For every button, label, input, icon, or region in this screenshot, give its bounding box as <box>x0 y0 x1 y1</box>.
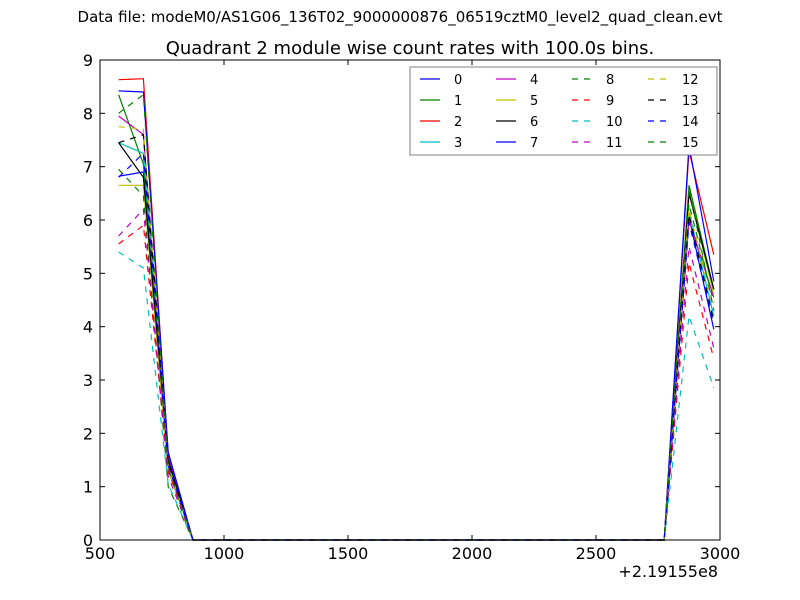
series-line-3 <box>118 142 715 541</box>
legend-label-5: 5 <box>530 94 538 109</box>
series-line-14 <box>118 151 715 541</box>
y-tick-label: 2 <box>83 424 93 443</box>
legend-label-9: 9 <box>606 94 614 109</box>
legend-label-2: 2 <box>454 115 462 130</box>
legend-label-4: 4 <box>530 73 538 88</box>
plot-frame <box>99 59 721 541</box>
series-line-6 <box>118 142 715 541</box>
series-line-7 <box>118 90 715 541</box>
legend-label-15: 15 <box>682 136 699 151</box>
data-file-header: Data file: modeM0/AS1G06_136T02_90000008… <box>77 8 723 26</box>
series-line-4 <box>118 115 715 541</box>
series-line-1 <box>118 94 715 541</box>
series-line-15 <box>118 93 715 541</box>
legend-label-13: 13 <box>682 94 699 109</box>
x-tick-label: 1500 <box>328 544 369 563</box>
series-line-12 <box>118 126 715 541</box>
legend-label-7: 7 <box>530 136 538 151</box>
x-tick-label: 500 <box>85 544 116 563</box>
x-tick-label: 2000 <box>452 544 493 563</box>
y-tick-label: 4 <box>83 318 93 337</box>
legend-box <box>409 66 718 156</box>
legend-label-11: 11 <box>606 136 623 151</box>
x-offset-label: +2.19155e8 <box>618 562 718 581</box>
x-tick-label: 3000 <box>700 544 741 563</box>
series-line-0 <box>118 171 715 541</box>
legend-label-3: 3 <box>454 136 462 151</box>
y-tick-label: 7 <box>83 158 93 177</box>
legend-label-8: 8 <box>606 73 614 88</box>
legend-label-0: 0 <box>454 73 462 88</box>
legend-label-12: 12 <box>682 73 699 88</box>
series-line-5 <box>118 184 715 541</box>
series-line-9 <box>118 224 715 541</box>
x-tick-label: 2500 <box>576 544 617 563</box>
y-tick-label: 1 <box>83 478 93 497</box>
series-line-13 <box>118 133 715 541</box>
legend-label-6: 6 <box>530 115 538 130</box>
legend-label-14: 14 <box>682 115 699 130</box>
legend-label-10: 10 <box>606 115 623 130</box>
y-tick-label: 0 <box>83 531 93 550</box>
chart-title: Quadrant 2 module wise count rates with … <box>166 38 655 59</box>
series-line-11 <box>118 207 715 541</box>
legend-label-1: 1 <box>454 94 462 109</box>
series-line-10 <box>118 251 715 541</box>
y-tick-label: 3 <box>83 371 93 390</box>
y-tick-label: 8 <box>83 104 93 123</box>
x-tick-label: 1000 <box>204 544 245 563</box>
y-tick-label: 6 <box>83 211 93 230</box>
series-line-8 <box>118 168 715 541</box>
y-tick-label: 5 <box>83 264 93 283</box>
y-tick-label: 9 <box>83 51 93 70</box>
